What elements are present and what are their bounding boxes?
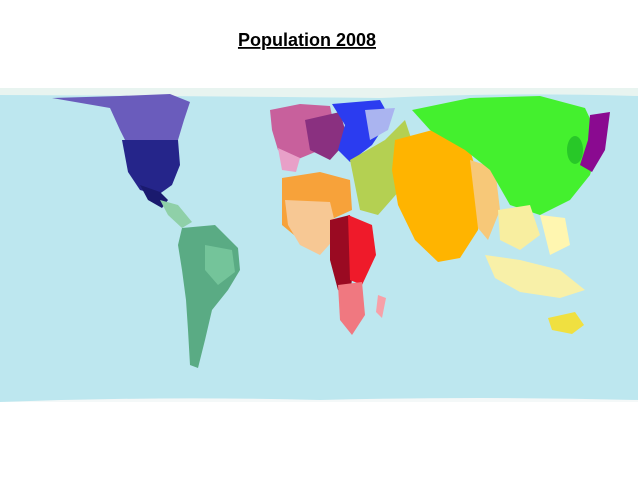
brazil xyxy=(205,245,235,285)
china xyxy=(412,96,600,215)
southern-africa xyxy=(338,282,365,335)
madagascar xyxy=(376,295,386,318)
japan xyxy=(580,112,610,172)
india xyxy=(392,128,482,262)
korea xyxy=(567,136,583,164)
usa xyxy=(122,140,180,195)
antarctica xyxy=(0,398,638,402)
canada xyxy=(52,94,190,150)
central-europe xyxy=(305,112,348,160)
west-africa xyxy=(285,200,338,255)
indochina xyxy=(498,205,540,250)
east-africa xyxy=(348,215,376,285)
mexico xyxy=(140,185,168,208)
australia xyxy=(548,312,584,334)
central-america xyxy=(160,200,192,228)
cartogram-map xyxy=(0,88,638,402)
philippines xyxy=(540,215,570,255)
iberia xyxy=(278,148,300,172)
central-asia xyxy=(365,108,395,140)
title: Population 2008 xyxy=(238,30,376,50)
indonesia xyxy=(485,255,585,298)
bangladesh xyxy=(470,160,500,240)
